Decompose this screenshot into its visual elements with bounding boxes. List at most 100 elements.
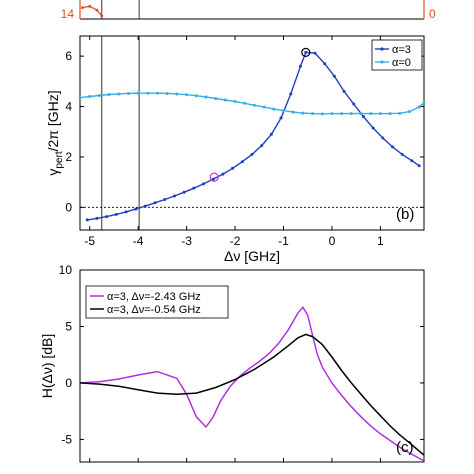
point-b-0-8 — [163, 198, 167, 202]
y-axis-label-c: H(Δν) [dB] — [39, 334, 55, 399]
y-tick-label-c-0: -5 — [61, 432, 72, 446]
x-tick-label-b-0: -5 — [84, 234, 95, 248]
point-b-1-34 — [407, 110, 411, 114]
point-a-1 — [88, 4, 92, 8]
point-b-1-30 — [369, 112, 373, 116]
point-b-1-0 — [78, 96, 82, 100]
point-b-0-14 — [221, 172, 225, 176]
legend-box-c — [85, 285, 229, 319]
point-b-1-4 — [117, 92, 121, 96]
point-b-1-11 — [185, 93, 189, 97]
point-b-0-19 — [269, 132, 273, 136]
legend-dot-b-1 — [380, 60, 384, 64]
point-b-1-16 — [233, 100, 237, 104]
legend-label-c-1: α=3, Δν=-0.54 GHz — [107, 304, 201, 316]
x-tick-label-b-5: 0 — [329, 234, 336, 248]
x-tick-label-b-2: -3 — [181, 234, 192, 248]
point-b-0-16 — [240, 160, 244, 164]
point-b-0-26 — [332, 74, 336, 78]
point-b-1-22 — [291, 110, 295, 114]
series-line-a-0 — [82, 5, 103, 17]
legend-label-c-0: α=3, Δν=-2.43 GHz — [107, 291, 201, 303]
point-b-1-24 — [311, 112, 315, 116]
point-b-0-0 — [85, 218, 89, 222]
point-b-1-28 — [349, 112, 353, 116]
y-tick-label-b-0: 0 — [65, 200, 72, 214]
point-b-1-7 — [146, 91, 150, 95]
point-b-0-12 — [202, 182, 206, 186]
legend-dot-b-0 — [380, 47, 384, 51]
point-a-0 — [81, 6, 84, 9]
legend-box-b — [371, 39, 423, 71]
point-b-1-25 — [320, 112, 324, 116]
y-tick-label-b-3: 6 — [65, 49, 72, 63]
point-b-0-31 — [381, 136, 385, 140]
point-b-1-6 — [136, 91, 140, 95]
point-b-1-13 — [204, 95, 208, 99]
point-b-0-35 — [417, 164, 421, 168]
point-b-1-12 — [194, 94, 198, 98]
point-b-0-29 — [361, 115, 365, 119]
point-b-1-36 — [422, 101, 426, 105]
point-b-1-35 — [417, 105, 421, 109]
x-tick-label-b-3: -2 — [230, 234, 241, 248]
point-b-1-29 — [359, 112, 363, 116]
y-tick-label-a-left: 14 — [61, 7, 75, 21]
point-b-1-23 — [301, 111, 305, 115]
point-b-1-14 — [214, 96, 218, 100]
y-axis-label-b: γpert/2π [GHz] — [45, 90, 65, 175]
point-b-1-9 — [165, 91, 169, 95]
point-b-0-28 — [352, 102, 356, 106]
x-tick-label-b-1: -4 — [133, 234, 144, 248]
panel-label-c: (c) — [396, 439, 414, 456]
point-b-1-2 — [97, 93, 101, 97]
point-b-1-27 — [340, 112, 344, 116]
point-b-0-10 — [182, 190, 186, 194]
y-tick-label-b-1: 2 — [65, 150, 72, 164]
point-b-0-21 — [289, 92, 293, 96]
y-tick-label-a-right: 0 — [429, 7, 436, 21]
y-tick-label-b-2: 4 — [65, 100, 72, 114]
panel-b: -5 -4 -3 -2 -1 0 1 0 2 4 6 α=3α=0 (b) Δν [GHz] γpert/2… — [45, 35, 426, 264]
point-b-0-3 — [114, 212, 118, 216]
x-axis-label-b: Δν [GHz] — [224, 248, 280, 264]
series-line-c-1 — [79, 333, 425, 456]
point-b-1-26 — [330, 112, 334, 116]
point-b-0-22 — [298, 64, 302, 68]
point-b-0-17 — [250, 152, 254, 156]
legend-label-b-0: α=3 — [392, 44, 411, 56]
point-b-1-5 — [126, 91, 130, 95]
plot-frame-b — [79, 35, 425, 231]
point-b-1-20 — [272, 107, 276, 111]
y-axis-label-main: γ — [45, 169, 61, 176]
point-b-0-23 — [304, 50, 308, 54]
point-b-1-10 — [175, 92, 179, 96]
point-b-1-21 — [281, 109, 285, 113]
point-b-1-8 — [156, 91, 160, 95]
point-b-0-1 — [95, 216, 99, 220]
point-a-3 — [100, 14, 104, 18]
point-b-1-19 — [262, 105, 266, 109]
point-b-1-1 — [88, 94, 92, 98]
point-b-1-32 — [388, 112, 392, 116]
point-b-0-2 — [105, 215, 109, 219]
y-tick-label-c-3: 10 — [59, 263, 73, 277]
y-axis-label-rest: /2π [GHz] — [45, 90, 61, 151]
series-line-b-0 — [87, 51, 420, 221]
point-b-0-13 — [211, 177, 215, 181]
highlight-marker-b-0 — [209, 172, 219, 182]
point-b-0-34 — [410, 159, 414, 163]
point-b-0-4 — [124, 210, 128, 214]
point-b-0-11 — [192, 186, 196, 190]
point-b-0-33 — [400, 152, 404, 156]
point-b-0-30 — [371, 126, 375, 130]
highlight-marker-b-1 — [301, 47, 311, 57]
point-b-0-27 — [342, 89, 346, 93]
y-tick-label-c-1: 0 — [65, 376, 72, 390]
point-b-1-18 — [252, 103, 256, 107]
point-b-0-7 — [153, 201, 157, 205]
panel-a: 14 0 — [61, 0, 436, 21]
point-b-0-5 — [134, 207, 138, 211]
